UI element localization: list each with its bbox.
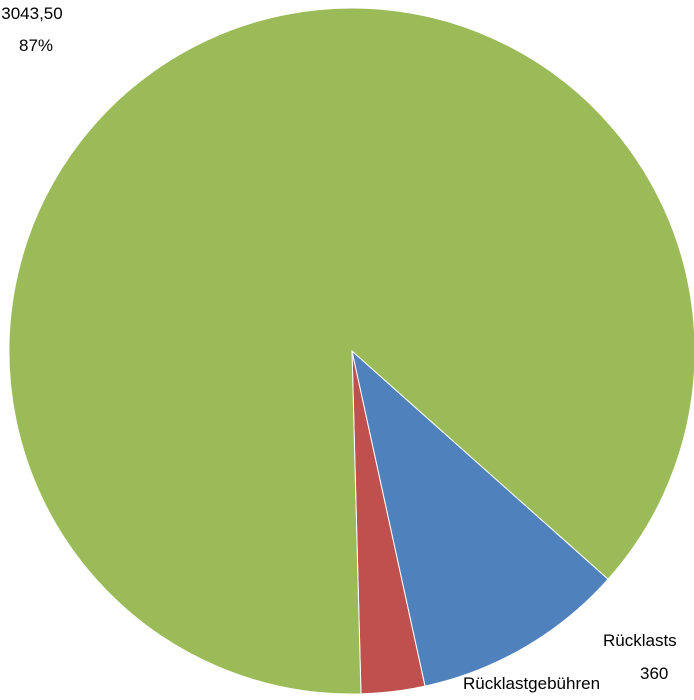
slice-category-label: Rücklastgebühren <box>463 674 600 693</box>
slice-percent-label: 87% <box>19 36 53 55</box>
slice-value-label: 3043,50 <box>1 4 62 23</box>
pie-slice-2 <box>351 349 609 687</box>
pie-slices <box>8 7 694 695</box>
slice-category-label: Rücklasts <box>603 631 677 650</box>
pie-data-labels: Rücklastgebühren Rücklasts 360 3043,50 87% <box>1 4 676 693</box>
slice-value-label: 360 <box>640 664 668 683</box>
pie-slice-3 <box>8 7 694 695</box>
